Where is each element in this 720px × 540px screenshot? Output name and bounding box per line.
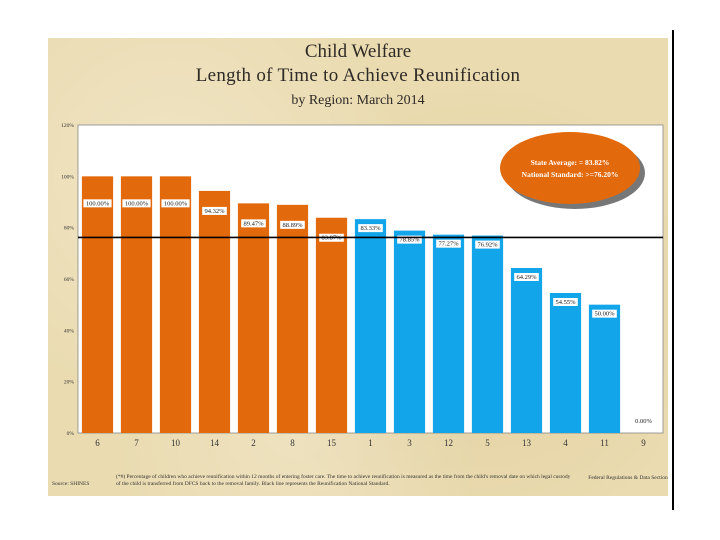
state-average-legend: State Average: = 83.82% National Standar… [500,132,645,209]
bar-region-14 [198,190,231,433]
y-tick-label: 120% [61,123,74,129]
national-standard-text: National Standard: >=76.20% [522,170,619,179]
legend-oval [500,132,640,204]
value-label-bg [358,224,383,233]
chart-date: by Region: March 2014 [291,93,425,108]
bar-region-8 [276,204,309,433]
slide-background: Child Welfare Length of Time to Achieve … [48,38,668,496]
value-label-bg [633,417,654,425]
value-label: 100.00% [164,200,188,207]
bar-region-1 [354,219,387,433]
x-tick-label: 4 [563,438,568,448]
x-tick-label: 2 [251,438,256,448]
value-label: 77.27% [438,241,459,248]
value-label: 64.29% [516,274,537,281]
value-label: 0.00% [635,418,652,425]
value-label-bg [475,240,500,249]
value-label-bg [592,309,617,318]
value-label: 78.85% [399,237,420,244]
value-label: 100.00% [125,200,149,207]
value-label: 94.32% [204,208,225,215]
x-tick-label: 11 [600,438,609,448]
value-label-bg [241,219,266,228]
bar-region-12 [432,234,465,433]
bars [81,176,621,434]
value-label: 50.00% [594,311,615,318]
y-tick-label: 80% [64,226,75,232]
chart-subtitle: Length of Time to Achieve Reunification [195,65,521,86]
bar-region-4 [549,292,582,433]
value-label-bg [436,239,461,248]
x-tick-label: 1 [368,438,373,448]
y-tick-label: 100% [61,174,74,180]
x-tick-label: 14 [210,438,220,448]
y-axis: 0% 20% 40% 60% 80% 100% 120% [61,123,74,437]
value-label: 54.55% [555,299,576,306]
x-tick-label: 6 [95,438,100,448]
bar-region-10 [159,176,192,434]
value-label-bg [161,199,190,208]
bar-chart: 0%20%40%60%80%100%120% 100.00% 100.00% 100… [61,123,664,448]
footnote: (*#) Percentage of children who achieve … [116,474,571,487]
x-tick-label: 15 [327,438,337,448]
chart-title: Child Welfare [304,41,412,62]
bar-region-2 [237,203,270,433]
x-axis-labels: 6 7 10 14 2 8 15 1 3 12 5 13 4 11 9 [95,438,646,448]
x-tick-label: 12 [444,438,453,448]
value-label-bg [280,220,305,229]
bar-region-3 [393,230,426,433]
value-label: 100.00% [86,200,110,207]
bar-region-11 [588,304,621,433]
x-tick-label: 9 [641,438,646,448]
value-label: 89.47% [243,220,264,227]
x-tick-label: 10 [171,438,181,448]
x-tick-label: 5 [485,438,490,448]
x-tick-label: 13 [522,438,532,448]
bar-region-7 [120,176,153,434]
value-label: 88.89% [282,222,303,229]
source-note: Source: SHINES [52,481,90,487]
value-label-bg [397,235,422,244]
value-label: 76.92% [477,242,498,249]
y-tick-label: 60% [64,277,75,283]
value-label-bg [553,297,578,306]
value-label-bg [202,206,227,215]
x-tick-label: 7 [134,438,139,448]
page-divider [672,30,674,510]
section-credit: Federal Regulations & Data Section [588,475,668,481]
value-label: 83.87% [321,235,342,242]
bar-region-5 [471,235,504,433]
y-tick-label: 0% [67,431,75,437]
x-tick-label: 3 [407,438,412,448]
state-average-text: State Average: = 83.82% [531,158,610,167]
value-label-bg [83,199,112,208]
y-tick-label: 20% [64,380,75,386]
value-label-bg [122,199,151,208]
bar-region-6 [81,176,114,434]
y-tick-label: 40% [64,328,75,334]
bar-region-13 [510,267,543,433]
value-label: 83.33% [360,225,381,232]
value-label-bg [514,272,539,281]
x-tick-label: 8 [290,438,295,448]
bar-region-15 [315,217,348,433]
